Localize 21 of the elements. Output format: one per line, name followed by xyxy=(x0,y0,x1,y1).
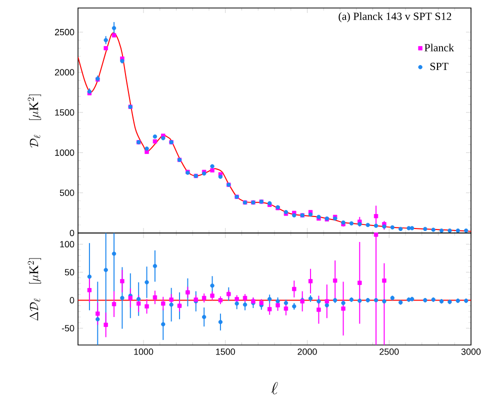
y-tick-label: 0 xyxy=(70,297,74,304)
y-axis-title: $\mathcal{D}_\ell \quad [\mu\mathrm{K}^2]$ xyxy=(28,94,42,148)
x-tick-label: 2500 xyxy=(380,348,399,355)
y-tick-label: 2000 xyxy=(54,69,74,76)
x-tick-label: 3000 xyxy=(461,348,481,355)
legend-label: Planck xyxy=(424,44,454,52)
y-tick-label: 1000 xyxy=(55,149,74,156)
legend-label: SPT xyxy=(430,62,448,70)
y-tick-label: 2500 xyxy=(54,28,74,36)
chart-title: (a) Planck 143 v SPT S12 xyxy=(338,12,452,22)
x-axis-title: $\ell$ xyxy=(271,382,278,394)
y-tick-label: -50 xyxy=(62,325,74,332)
y-tick-label: 1500 xyxy=(55,109,74,116)
x-tick-label: 2000 xyxy=(298,348,317,355)
y-tick-label: 50 xyxy=(64,269,74,276)
y-axis-title: $\Delta\mathcal{D}_\ell \quad [\mu\mathrm{K}^2]$ xyxy=(28,258,42,321)
y-tick-label: 100 xyxy=(60,241,74,248)
y-tick-label: 0 xyxy=(70,230,74,236)
x-tick-label: 1000 xyxy=(134,348,154,355)
y-tick-label: 500 xyxy=(60,190,74,196)
x-tick-label: 1500 xyxy=(216,348,235,355)
